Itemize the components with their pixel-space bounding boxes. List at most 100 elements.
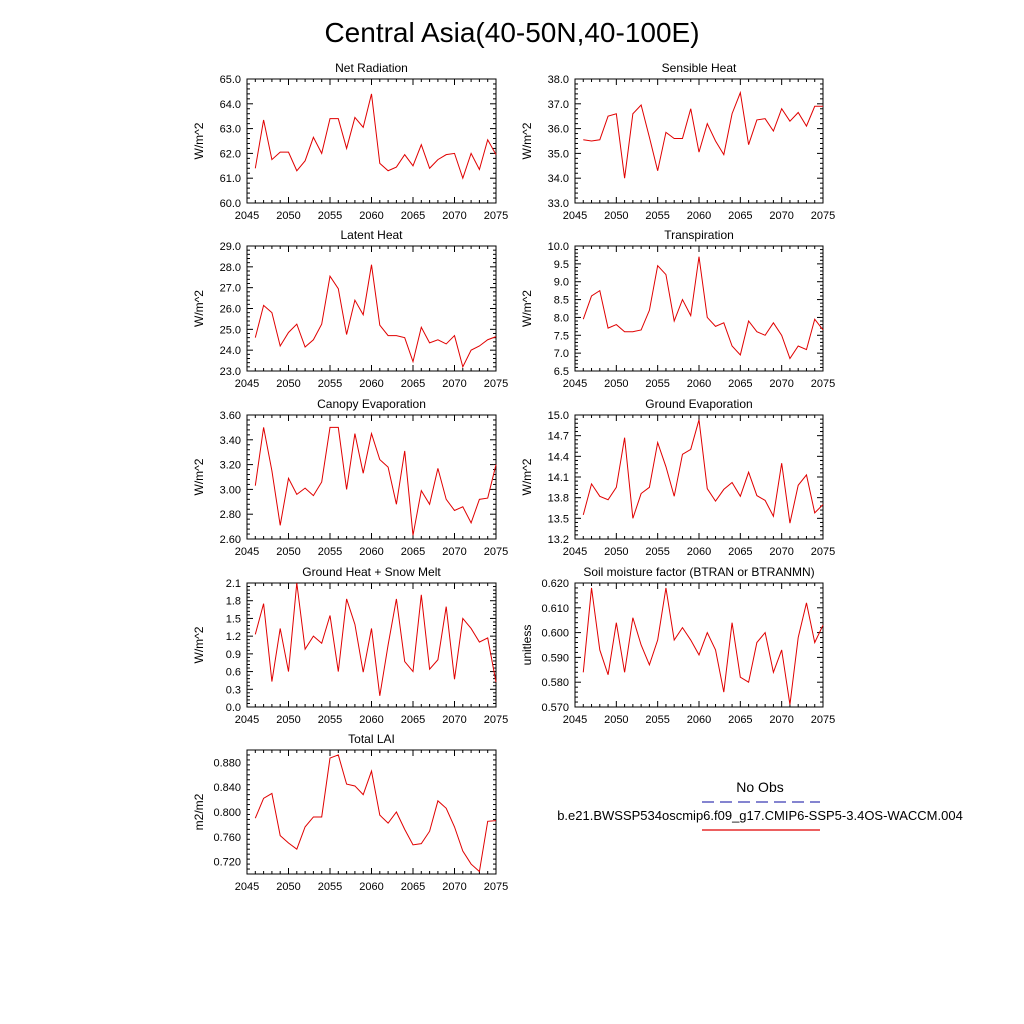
y-tick-label: 0.3 xyxy=(226,684,241,696)
y-tick-label: 14.7 xyxy=(548,431,569,443)
y-axis-label: unitless xyxy=(520,625,534,666)
y-tick-label: 7.0 xyxy=(554,348,569,360)
x-tick-label: 2075 xyxy=(484,378,508,390)
y-axis-label: W/m^2 xyxy=(192,290,206,327)
x-tick-label: 2060 xyxy=(359,881,383,893)
x-tick-label: 2070 xyxy=(442,210,466,222)
y-axis-label: W/m^2 xyxy=(192,626,206,663)
y-tick-label: 37.0 xyxy=(548,99,569,111)
x-tick-label: 2055 xyxy=(318,546,342,558)
x-tick-label: 2065 xyxy=(401,210,425,222)
y-tick-label: 15.0 xyxy=(548,410,569,422)
y-axis-label: W/m^2 xyxy=(192,458,206,495)
series-line xyxy=(254,426,497,536)
figure-title: Central Asia(40-50N,40-100E) xyxy=(324,17,699,48)
x-tick-label: 2075 xyxy=(811,714,835,726)
y-tick-label: 26.0 xyxy=(220,304,241,316)
x-tick-label: 2060 xyxy=(359,714,383,726)
y-tick-label: 14.1 xyxy=(548,472,569,484)
y-tick-label: 3.00 xyxy=(220,484,241,496)
series-line xyxy=(582,587,824,705)
x-tick-label: 2070 xyxy=(442,378,466,390)
x-tick-label: 2055 xyxy=(318,378,342,390)
y-tick-label: 0.840 xyxy=(213,782,241,794)
y-tick-label: 25.0 xyxy=(220,324,241,336)
panel-frame xyxy=(246,582,497,708)
x-tick-label: 2055 xyxy=(645,210,669,222)
x-tick-label: 2065 xyxy=(401,881,425,893)
y-tick-label: 3.20 xyxy=(220,460,241,472)
y-tick-label: 34.0 xyxy=(548,173,569,185)
y-tick-label: 63.0 xyxy=(220,124,241,136)
y-tick-label: 0.760 xyxy=(213,832,241,844)
y-axis-label: W/m^2 xyxy=(192,122,206,159)
y-tick-label: 0.570 xyxy=(541,702,569,714)
y-tick-label: 1.5 xyxy=(226,613,241,625)
panel-1: Sensible Heat W/m^2 2045 2050 2055 2060 2065 20… xyxy=(520,61,835,222)
y-tick-label: 9.5 xyxy=(554,259,569,271)
panel-7: Soil moisture factor (BTRAN or BTRANMN) u… xyxy=(520,565,835,726)
panel-0: Net Radiation W/m^2 2045 2050 2055 2060 2065 20… xyxy=(192,61,508,222)
x-tick-label: 2070 xyxy=(769,714,793,726)
x-tick-label: 2060 xyxy=(359,378,383,390)
y-tick-label: 9.0 xyxy=(554,277,569,289)
y-tick-label: 35.0 xyxy=(548,148,569,160)
panel-title: Total LAI xyxy=(348,732,395,746)
y-tick-label: 8.5 xyxy=(554,295,569,307)
panel-8: Total LAI m2/m2 2045 2050 2055 2060 2065 2070 20… xyxy=(192,732,508,893)
y-tick-label: 23.0 xyxy=(220,366,241,378)
x-tick-label: 2075 xyxy=(484,546,508,558)
x-tick-label: 2055 xyxy=(645,714,669,726)
panel-title: Canopy Evaporation xyxy=(317,397,426,411)
x-tick-label: 2075 xyxy=(484,881,508,893)
panel-title: Transpiration xyxy=(664,228,734,242)
x-tick-label: 2060 xyxy=(687,210,711,222)
x-tick-label: 2050 xyxy=(604,714,628,726)
x-tick-label: 2050 xyxy=(276,714,300,726)
panel-4: Canopy Evaporation W/m^2 2045 2050 2055 2060 2… xyxy=(192,397,508,558)
panel-title: Latent Heat xyxy=(340,228,403,242)
x-tick-label: 2060 xyxy=(687,378,711,390)
panel-title: Net Radiation xyxy=(335,61,408,75)
y-tick-label: 1.2 xyxy=(226,631,241,643)
panel-title: Ground Heat + Snow Melt xyxy=(302,565,441,579)
series-line xyxy=(254,582,497,696)
y-tick-label: 36.0 xyxy=(548,124,569,136)
series-line xyxy=(254,93,497,180)
x-tick-label: 2060 xyxy=(359,210,383,222)
x-tick-label: 2055 xyxy=(318,881,342,893)
panel-title: Soil moisture factor (BTRAN or BTRANMN) xyxy=(583,565,814,579)
x-tick-label: 2050 xyxy=(604,378,628,390)
x-tick-label: 2055 xyxy=(318,714,342,726)
x-tick-label: 2060 xyxy=(687,546,711,558)
panel-title: Ground Evaporation xyxy=(645,397,752,411)
y-tick-label: 7.5 xyxy=(554,330,569,342)
y-tick-label: 2.80 xyxy=(220,509,241,521)
y-tick-label: 60.0 xyxy=(220,198,241,210)
x-tick-label: 2055 xyxy=(645,378,669,390)
y-axis-label: m2/m2 xyxy=(192,793,206,830)
x-tick-label: 2065 xyxy=(401,378,425,390)
legend-model-label: b.e21.BWSSP534oscmip6.f09_g17.CMIP6-SSP5… xyxy=(557,808,963,823)
x-tick-label: 2070 xyxy=(442,546,466,558)
panel-6: Ground Heat + Snow Melt W/m^2 2045 2050 2055… xyxy=(192,565,508,726)
series-line xyxy=(254,264,497,369)
x-tick-label: 2045 xyxy=(563,546,587,558)
x-tick-label: 2065 xyxy=(401,714,425,726)
y-tick-label: 29.0 xyxy=(220,241,241,253)
y-tick-label: 0.620 xyxy=(541,578,569,590)
x-tick-label: 2075 xyxy=(811,378,835,390)
x-tick-label: 2070 xyxy=(442,714,466,726)
panel-5: Ground Evaporation W/m^2 2045 2050 2055 2060 2… xyxy=(520,397,835,558)
x-tick-label: 2045 xyxy=(563,378,587,390)
panel-title: Sensible Heat xyxy=(662,61,737,75)
x-tick-label: 2045 xyxy=(235,210,259,222)
y-tick-label: 2.1 xyxy=(226,578,241,590)
x-tick-label: 2070 xyxy=(769,546,793,558)
series-line xyxy=(254,754,497,873)
y-tick-label: 27.0 xyxy=(220,283,241,295)
x-tick-label: 2070 xyxy=(769,378,793,390)
x-tick-label: 2055 xyxy=(645,546,669,558)
x-tick-label: 2060 xyxy=(359,546,383,558)
